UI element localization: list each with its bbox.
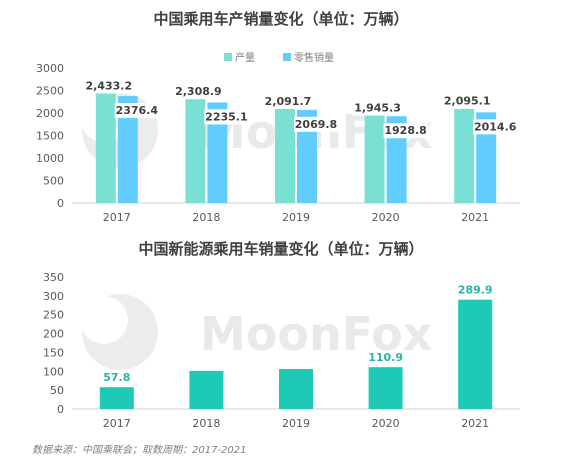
chart2-x-tick: 2017 xyxy=(103,417,131,430)
chart2-data-label: 57.8 xyxy=(103,371,130,384)
chart1-label-box xyxy=(383,123,428,139)
chart1-x-tick: 2020 xyxy=(372,211,400,224)
chart1-data-label-production: 2,095.1 xyxy=(444,95,491,108)
chart1-data-label-retail: 2235.1 xyxy=(205,110,247,123)
chart1-plot: 0 500 1000 1500 2000 2500 3000 2017 2,433.2 2376.… xyxy=(36,62,520,224)
chart1-data-label-production: 2,433.2 xyxy=(85,80,132,93)
chart1-label-box xyxy=(173,84,224,100)
chart2-bar xyxy=(368,367,403,409)
chart1-bar-retail xyxy=(117,96,138,203)
legend-production-label: 产量 xyxy=(235,51,255,64)
chart2-x-tick: 2019 xyxy=(282,417,310,430)
chart1-bar-production xyxy=(185,99,206,203)
chart2-y-tick: 100 xyxy=(43,365,64,378)
chart2-data-label: 289.9 xyxy=(458,284,493,297)
chart1-bar-retail xyxy=(297,109,317,203)
chart1-x-tick: 2018 xyxy=(192,211,220,224)
chart1-label-box xyxy=(294,116,338,132)
chart1-data-label-retail: 2014.6 xyxy=(474,120,517,133)
chart1-bar-retail xyxy=(207,102,228,203)
chart1-x-tick: 2021 xyxy=(461,211,489,224)
chart1-label-box xyxy=(204,109,249,125)
chart2-bar xyxy=(189,370,224,409)
chart2-y-tick: 300 xyxy=(43,290,64,303)
chart1-data-label-retail: 1928.8 xyxy=(384,124,426,137)
chart2-title: 中国新能源乘用车销量变化（单位：万辆） xyxy=(138,240,423,258)
chart1-y-tick: 0 xyxy=(57,197,64,210)
chart1-y-tick: 500 xyxy=(43,175,64,188)
chart2-bar xyxy=(279,369,313,409)
chart2-x-tick: 2018 xyxy=(192,417,220,430)
chart1-label-box xyxy=(473,119,518,135)
chart1-label-box xyxy=(352,100,403,116)
chart1-x-tick: 2017 xyxy=(103,211,131,224)
chart2-bar xyxy=(99,387,134,409)
chart2-y-tick: 150 xyxy=(43,346,64,359)
chart1-bar-production xyxy=(364,115,385,203)
chart1-y-tick: 1000 xyxy=(36,152,64,165)
chart2-x-tick: 2021 xyxy=(461,417,489,430)
chart2-y-tick: 350 xyxy=(43,271,64,284)
chart1-data-label-production: 2,091.7 xyxy=(265,95,312,108)
chart1-data-label-retail: 2069.8 xyxy=(295,118,337,131)
chart2-x-tick: 2020 xyxy=(372,417,400,430)
chart1-legend: 产量 零售销量 xyxy=(224,51,334,64)
chart1-data-label-retail: 2376.4 xyxy=(116,104,159,117)
moonfox-logo-icon-2 xyxy=(80,294,158,370)
chart1-bar-production xyxy=(95,93,116,203)
chart1-label-box xyxy=(83,78,134,94)
chart1-data-label-production: 1,945.3 xyxy=(354,101,401,114)
chart2-y-tick: 250 xyxy=(43,309,64,322)
chart1-bar-retail xyxy=(476,112,497,203)
source-note: 数据来源：中国乘联会；取数周期：2017-2021 xyxy=(32,445,247,456)
chart1-title: 中国乘用车产销量变化（单位：万辆） xyxy=(153,10,408,28)
chart2-data-label: 110.9 xyxy=(368,351,403,364)
chart1-y-tick: 2500 xyxy=(36,85,64,98)
chart1-bar-production xyxy=(454,108,475,203)
legend-retail-swatch xyxy=(283,53,291,61)
chart1-label-box xyxy=(263,93,313,109)
chart2-y-tick: 0 xyxy=(57,403,64,416)
chart1-data-label-production: 2,308.9 xyxy=(175,85,222,98)
chart1-y-tick: 1500 xyxy=(36,130,64,143)
chart2-bar xyxy=(458,299,493,409)
chart2-y-tick: 50 xyxy=(50,384,64,397)
watermark-text-2: MoonFox xyxy=(200,307,433,361)
chart2-y-tick: 200 xyxy=(43,328,64,341)
legend-production-swatch xyxy=(224,53,232,61)
legend-retail-label: 零售销量 xyxy=(294,51,334,64)
chart2-plot: 0 50 100 150 200 250 300 350 2017 57.8 2018 2019 202… xyxy=(43,271,520,430)
chart1-label-box xyxy=(114,103,159,119)
chart1-y-tick: 2000 xyxy=(36,107,64,120)
chart1-label-box xyxy=(442,93,493,109)
chart1-bar-production xyxy=(275,108,295,203)
chart1-x-tick: 2019 xyxy=(282,211,310,224)
chart1-y-tick: 3000 xyxy=(36,62,64,75)
